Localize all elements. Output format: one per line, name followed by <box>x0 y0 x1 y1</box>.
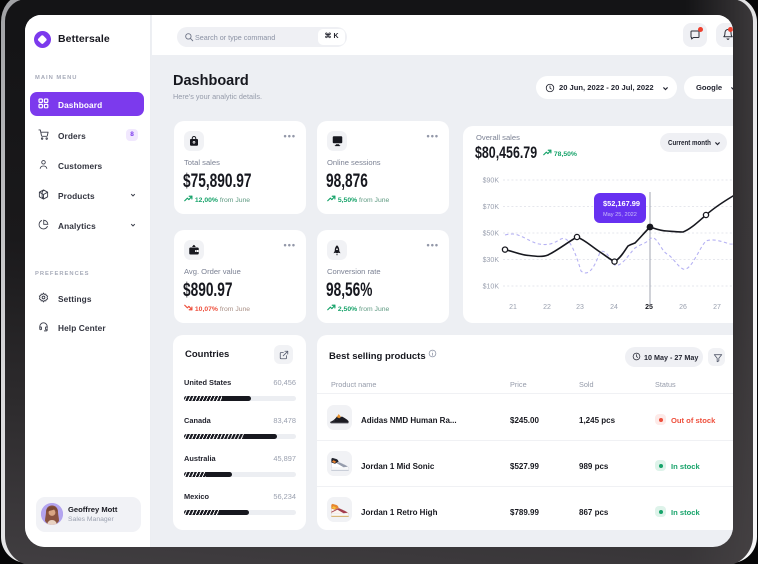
svg-text:26: 26 <box>679 304 687 311</box>
svg-text:22: 22 <box>543 304 551 311</box>
svg-text:21: 21 <box>509 304 517 311</box>
svg-text:$52,167.99: $52,167.99 <box>603 199 640 208</box>
svg-text:27: 27 <box>713 304 721 311</box>
svg-text:25: 25 <box>645 304 653 311</box>
svg-text:23: 23 <box>576 304 584 311</box>
svg-text:24: 24 <box>610 304 618 311</box>
svg-text:$70K: $70K <box>483 204 500 211</box>
svg-text:$50K: $50K <box>483 231 500 238</box>
svg-text:$10K: $10K <box>483 284 500 291</box>
svg-text:$90K: $90K <box>483 178 500 185</box>
svg-text:$30K: $30K <box>483 257 500 264</box>
svg-text:May 25, 2022: May 25, 2022 <box>603 212 637 218</box>
